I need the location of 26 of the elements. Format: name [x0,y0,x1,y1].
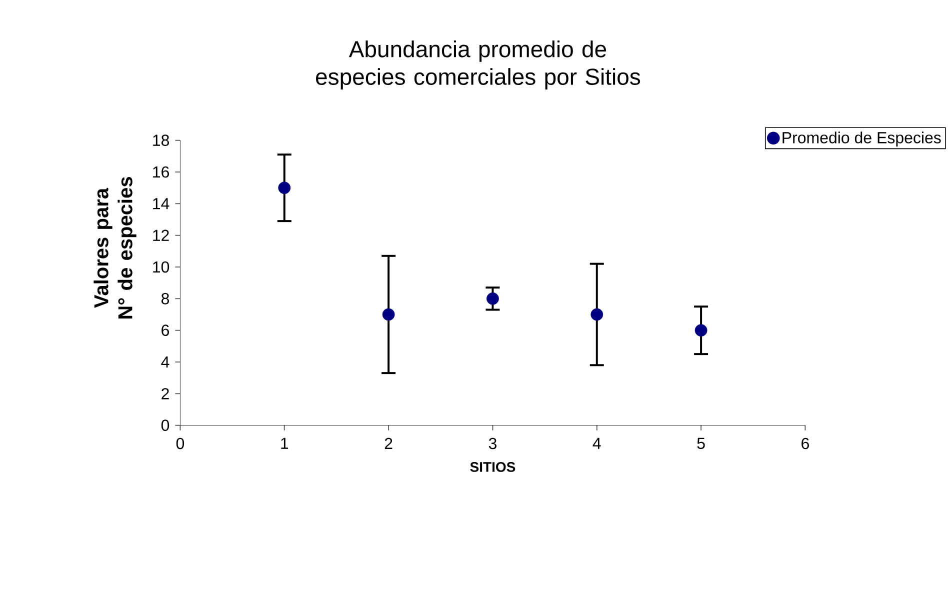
point [382,308,395,321]
y-tick-label: 12 [153,230,169,241]
y-tick-label: 10 [153,261,170,273]
x-tick-label: 4 [592,438,601,449]
y-tick-label: 8 [162,292,169,304]
y-tick-label: 18 [153,134,169,146]
y-tick-label: 6 [162,324,169,336]
point [590,308,604,321]
point [486,292,499,305]
y-tick-label: 4 [161,356,170,368]
y-tick-label: 16 [153,166,169,178]
x-axis-title: SITIOS [470,462,516,472]
y-tick-label: 2 [162,388,169,400]
y-tick-label: 0 [161,420,170,431]
x-tick-label: 0 [176,438,184,450]
x-tick-label: 2 [384,438,392,450]
legend-label: Promedio de Especies [782,132,941,147]
x-tick-label: 3 [488,438,496,450]
x-tick-label: 1 [281,438,288,449]
x-tick-label: 5 [697,438,705,450]
chart-title: Abundancia promedio de especies comerciales por Sitios [316,40,640,90]
point [694,324,708,337]
y-tick-label: 14 [153,198,170,210]
y-axis-title: Valores para N° de especies [94,177,136,318]
x-tick-label: 6 [802,438,809,450]
point [278,182,291,194]
